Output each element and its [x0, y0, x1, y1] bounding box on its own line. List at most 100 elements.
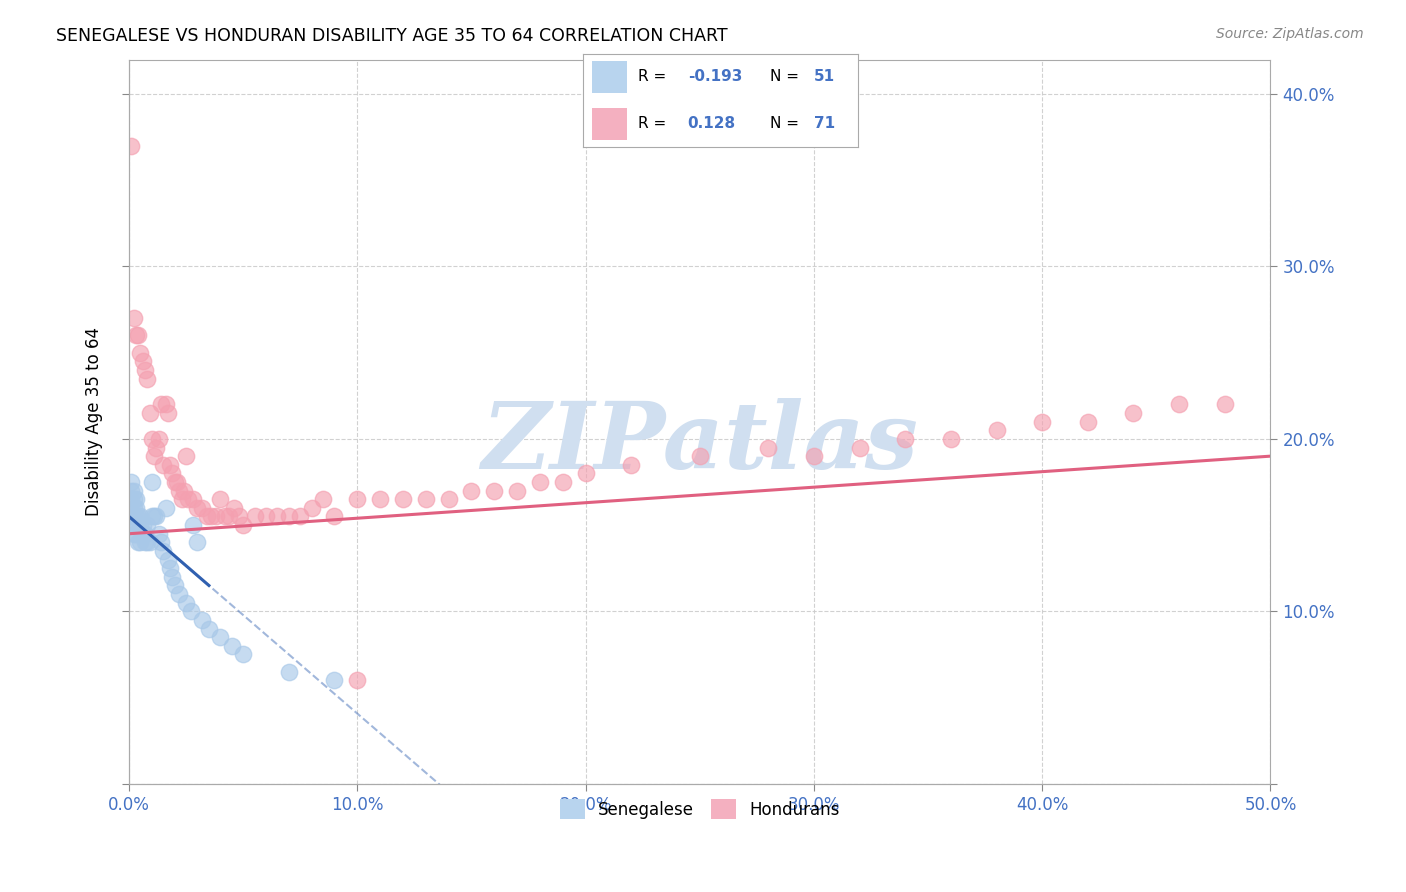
- Senegalese: [129, 518, 152, 533]
- Senegalese: [198, 622, 221, 636]
- Senegalese: [120, 492, 142, 507]
- Hondurans: [181, 492, 204, 507]
- Hondurans: [191, 500, 214, 515]
- Senegalese: [180, 604, 202, 618]
- Senegalese: [134, 526, 156, 541]
- Senegalese: [120, 475, 142, 489]
- Text: -0.193: -0.193: [688, 70, 742, 85]
- Senegalese: [221, 639, 243, 653]
- Text: N =: N =: [770, 116, 804, 131]
- Senegalese: [127, 509, 149, 524]
- Hondurans: [689, 449, 711, 463]
- Senegalese: [163, 578, 186, 592]
- Hondurans: [529, 475, 551, 489]
- Text: SENEGALESE VS HONDURAN DISABILITY AGE 35 TO 64 CORRELATION CHART: SENEGALESE VS HONDURAN DISABILITY AGE 35…: [56, 27, 728, 45]
- Hondurans: [148, 432, 170, 446]
- Hondurans: [125, 328, 148, 343]
- Senegalese: [156, 552, 179, 566]
- Hondurans: [301, 500, 323, 515]
- Hondurans: [243, 509, 266, 524]
- Senegalese: [125, 526, 148, 541]
- Senegalese: [120, 483, 142, 498]
- Hondurans: [122, 311, 145, 326]
- Hondurans: [254, 509, 277, 524]
- Hondurans: [174, 449, 197, 463]
- Senegalese: [277, 665, 299, 679]
- Hondurans: [323, 509, 346, 524]
- Hondurans: [166, 475, 188, 489]
- Senegalese: [122, 483, 145, 498]
- Hondurans: [163, 475, 186, 489]
- Hondurans: [346, 673, 368, 688]
- Hondurans: [156, 406, 179, 420]
- Hondurans: [848, 441, 870, 455]
- Hondurans: [159, 458, 181, 472]
- Hondurans: [312, 492, 335, 507]
- Senegalese: [125, 509, 148, 524]
- Hondurans: [127, 328, 149, 343]
- Hondurans: [138, 406, 160, 420]
- Hondurans: [392, 492, 415, 507]
- Hondurans: [141, 432, 163, 446]
- Hondurans: [145, 441, 167, 455]
- Hondurans: [149, 397, 172, 411]
- Hondurans: [131, 354, 153, 368]
- Hondurans: [368, 492, 391, 507]
- Senegalese: [131, 518, 153, 533]
- Hondurans: [277, 509, 299, 524]
- Senegalese: [181, 518, 204, 533]
- Hondurans: [200, 509, 222, 524]
- Text: Source: ZipAtlas.com: Source: ZipAtlas.com: [1216, 27, 1364, 41]
- Senegalese: [167, 587, 190, 601]
- Hondurans: [266, 509, 288, 524]
- Hondurans: [986, 423, 1008, 437]
- Hondurans: [186, 500, 208, 515]
- Hondurans: [129, 345, 152, 359]
- Senegalese: [141, 475, 163, 489]
- Senegalese: [138, 535, 160, 549]
- Hondurans: [232, 518, 254, 533]
- Text: R =: R =: [638, 116, 672, 131]
- Legend: Senegalese, Hondurans: Senegalese, Hondurans: [553, 792, 846, 826]
- Senegalese: [141, 509, 163, 524]
- Hondurans: [437, 492, 460, 507]
- Senegalese: [191, 613, 214, 627]
- Hondurans: [134, 363, 156, 377]
- Hondurans: [460, 483, 482, 498]
- Senegalese: [127, 518, 149, 533]
- Hondurans: [551, 475, 574, 489]
- Hondurans: [1077, 415, 1099, 429]
- Senegalese: [131, 526, 153, 541]
- Hondurans: [484, 483, 506, 498]
- Hondurans: [1213, 397, 1236, 411]
- Hondurans: [506, 483, 529, 498]
- Senegalese: [149, 535, 172, 549]
- Senegalese: [125, 492, 148, 507]
- Senegalese: [122, 526, 145, 541]
- Senegalese: [134, 535, 156, 549]
- Text: ZIPatlas: ZIPatlas: [481, 399, 918, 489]
- Hondurans: [415, 492, 437, 507]
- Senegalese: [120, 518, 142, 533]
- Hondurans: [1122, 406, 1144, 420]
- Senegalese: [122, 509, 145, 524]
- Y-axis label: Disability Age 35 to 64: Disability Age 35 to 64: [86, 327, 103, 516]
- Text: R =: R =: [638, 70, 672, 85]
- Senegalese: [155, 500, 177, 515]
- Hondurans: [939, 432, 962, 446]
- Hondurans: [204, 509, 226, 524]
- Senegalese: [127, 535, 149, 549]
- Senegalese: [129, 535, 152, 549]
- Hondurans: [195, 509, 218, 524]
- Hondurans: [170, 492, 193, 507]
- Text: 51: 51: [814, 70, 835, 85]
- Senegalese: [174, 596, 197, 610]
- Hondurans: [894, 432, 917, 446]
- Hondurans: [1031, 415, 1053, 429]
- Senegalese: [323, 673, 346, 688]
- Senegalese: [148, 526, 170, 541]
- Hondurans: [620, 458, 643, 472]
- Hondurans: [173, 483, 195, 498]
- Hondurans: [803, 449, 825, 463]
- Senegalese: [129, 509, 152, 524]
